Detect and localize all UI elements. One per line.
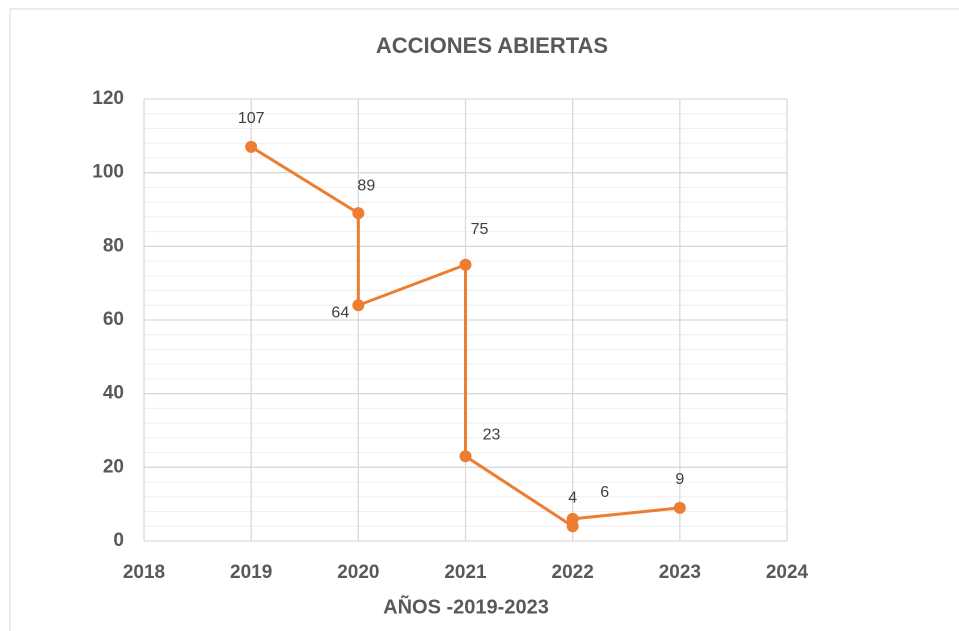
data-label: 75 xyxy=(471,221,489,238)
y-tick-label: 20 xyxy=(103,456,124,477)
y-tick-label: 0 xyxy=(113,530,124,551)
y-tick-label: 80 xyxy=(103,235,124,256)
y-tick-label: 60 xyxy=(103,309,124,330)
data-label: 6 xyxy=(600,484,609,501)
data-point xyxy=(245,140,258,153)
data-point xyxy=(673,501,686,514)
data-label: 107 xyxy=(238,110,265,127)
chart-title: ACCIONES ABIERTAS xyxy=(376,33,608,58)
x-tick-label: 2021 xyxy=(444,562,487,583)
x-tick-label: 2023 xyxy=(659,562,701,583)
data-label: 4 xyxy=(568,489,577,506)
x-tick-label: 2018 xyxy=(123,562,165,583)
x-tick-label: 2024 xyxy=(766,562,809,583)
y-tick-label: 100 xyxy=(92,162,124,183)
y-tick-label: 40 xyxy=(103,383,124,404)
data-point xyxy=(352,207,365,220)
x-axis-title: AÑOS -2019-2023 xyxy=(383,595,549,618)
data-label: 64 xyxy=(331,304,349,321)
data-label: 9 xyxy=(675,471,684,488)
data-label: 89 xyxy=(357,177,375,194)
x-tick-label: 2022 xyxy=(552,562,594,583)
data-point xyxy=(459,450,472,463)
data-point xyxy=(566,512,579,525)
data-point xyxy=(352,299,365,312)
x-tick-label: 2019 xyxy=(230,562,272,583)
data-point xyxy=(459,258,472,271)
y-tick-label: 120 xyxy=(92,88,124,109)
x-tick-label: 2020 xyxy=(337,562,379,583)
data-label: 23 xyxy=(483,427,501,444)
